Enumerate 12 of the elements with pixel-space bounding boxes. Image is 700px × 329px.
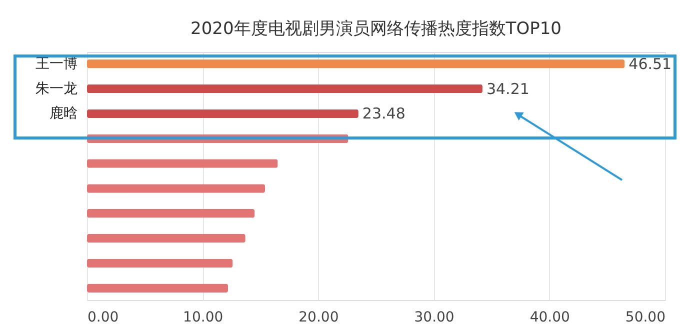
x-tick-label: 30.00 <box>414 310 454 326</box>
data-label: 23.48 <box>362 104 406 123</box>
y-tick-label: 朱一龙 <box>36 80 78 97</box>
x-tick-label: 50.00 <box>625 310 666 326</box>
x-tick-label: 10.00 <box>183 310 224 326</box>
x-tick-label: 40.00 <box>530 310 570 326</box>
data-label: 34.21 <box>486 80 530 98</box>
chart-title: 2020年度电视剧男演员网络传播热度指数TOP10 <box>190 19 562 39</box>
x-tick-label: 0.00 <box>88 310 119 326</box>
x-tick-label: 20.00 <box>298 310 339 326</box>
data-label: 46.51 <box>628 54 672 73</box>
y-tick-label: 鹿晗 <box>50 106 78 122</box>
